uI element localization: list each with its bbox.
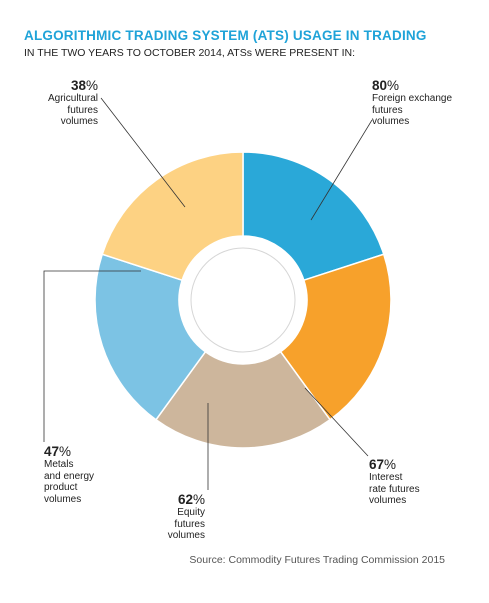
donut-inner-ring <box>190 247 296 353</box>
label-agricultural: 38% Agricultural futures volumes <box>47 78 98 127</box>
value-interest-rate: 67 <box>369 457 385 472</box>
chart-title: ALGORITHMIC TRADING SYSTEM (ATS) USAGE I… <box>24 28 427 43</box>
label-interest-rate: 67% Interest rate futures volumes <box>369 457 420 506</box>
chart-subtitle: IN THE TWO YEARS TO OCTOBER 2014, ATSs W… <box>24 47 356 59</box>
leader-agricultural <box>100 97 186 208</box>
leader-metals-energy <box>43 270 141 442</box>
slice-equity <box>154 350 332 449</box>
value-foreign-exchange: 80 <box>372 78 388 93</box>
leader-foreign-exchange <box>310 119 373 221</box>
value-agricultural: 38 <box>70 78 86 93</box>
source-note: Source: Commodity Futures Trading Commis… <box>189 554 445 566</box>
leader-interest-rate <box>304 387 369 457</box>
label-metals-energy: 47% Metals and energy product volumes <box>44 444 95 505</box>
slice-agricultural <box>101 151 244 282</box>
value-equity: 62 <box>177 492 193 507</box>
value-metals-energy: 47 <box>44 444 60 459</box>
label-equity: 62% Equity futures volumes <box>167 492 205 541</box>
slice-interest-rate <box>279 253 392 421</box>
donut-hole <box>179 236 307 364</box>
label-foreign-exchange: 80% Foreign exchange futures volumes <box>372 78 453 127</box>
slice-metals-energy <box>94 253 207 421</box>
